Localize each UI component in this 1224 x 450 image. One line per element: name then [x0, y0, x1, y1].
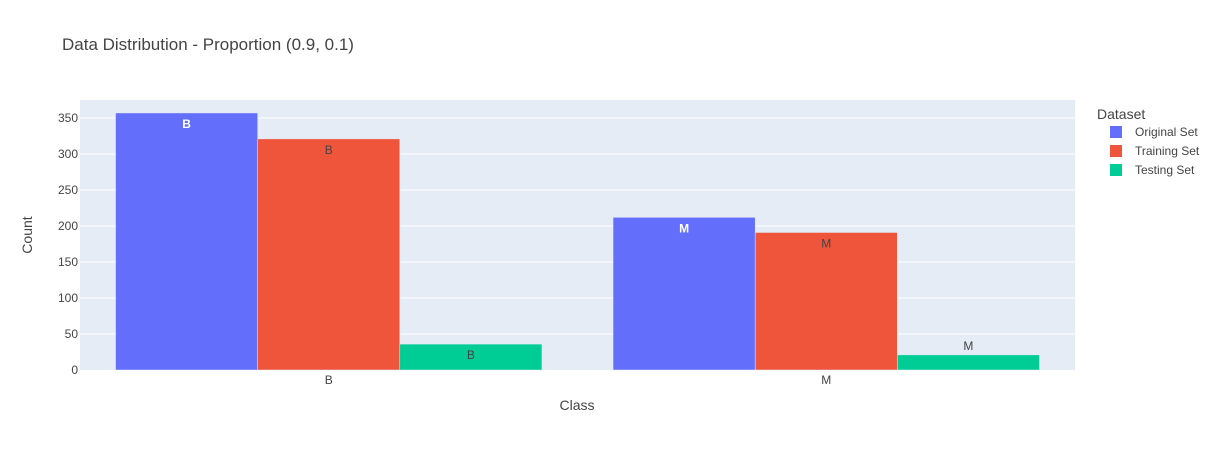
x-tick-label: M: [821, 373, 831, 387]
bar-training-set-m: [754, 232, 898, 371]
bar-data-label: B: [467, 348, 475, 362]
y-tick-label: 250: [58, 183, 78, 197]
y-tick-label: 100: [58, 291, 78, 305]
bar-data-label: B: [182, 117, 191, 131]
y-tick-label: 200: [58, 219, 78, 233]
bar-data-label: M: [821, 236, 831, 250]
bar-testing-set-b: [399, 343, 543, 371]
bar-training-set-b: [257, 138, 401, 371]
bar-data-label: M: [963, 339, 973, 353]
legend-title: Dataset: [1097, 106, 1145, 122]
legend-item-label[interactable]: Original Set: [1135, 125, 1198, 139]
bar-labels: B B B M M M: [182, 117, 973, 362]
y-tick-label: 350: [58, 111, 78, 125]
legend-item-label[interactable]: Testing Set: [1135, 163, 1195, 177]
bar-testing-set-m: [897, 354, 1040, 371]
legend-item-label[interactable]: Training Set: [1135, 144, 1200, 158]
legend-swatch[interactable]: [1110, 145, 1122, 157]
bar-data-label: M: [679, 221, 689, 235]
bars: [115, 112, 1040, 371]
x-tick-label: B: [325, 373, 333, 387]
legend-swatch[interactable]: [1110, 164, 1122, 176]
legend-swatch[interactable]: [1110, 126, 1122, 138]
y-tick-label: 300: [58, 147, 78, 161]
y-tick-label: 0: [71, 363, 78, 377]
bar-original-set-m: [612, 217, 756, 371]
legend: Dataset Original Set Training Set Testing …: [1097, 106, 1200, 177]
bar-original-set-b: [115, 112, 258, 371]
y-axis-title: Count: [19, 216, 35, 253]
y-tick-label: 50: [65, 327, 79, 341]
chart-title: Data Distribution - Proportion (0.9, 0.1…: [62, 35, 354, 54]
y-tick-label: 150: [58, 255, 78, 269]
bar-data-label: B: [325, 143, 333, 157]
y-axis-ticks: 0 50 100 150 200 250 300 350: [58, 111, 78, 377]
x-axis-title: Class: [559, 397, 594, 413]
